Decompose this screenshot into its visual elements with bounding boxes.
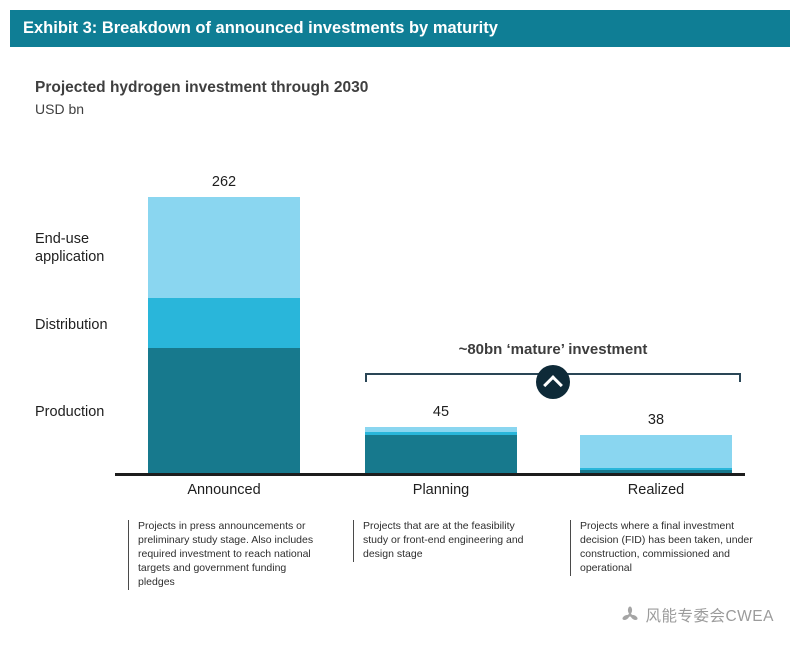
bar-realized (580, 197, 732, 475)
bar-segment-end-use-application (365, 427, 517, 432)
chevron-up-glyph (543, 374, 563, 395)
fan-icon (622, 606, 639, 620)
bar-segment-distribution (148, 297, 300, 348)
bar-segment-distribution (365, 431, 517, 435)
bar-value-planning: 45 (432, 404, 450, 421)
bar-segment-distribution (580, 467, 732, 470)
watermark: 风能专委会CWEA (620, 604, 774, 626)
description-announced: Projects in press announcements or preli… (128, 520, 316, 590)
segment-label-end-use-application: End-use application (35, 231, 105, 266)
category-label-announced: Announced (187, 482, 261, 498)
bar-segment-production (580, 469, 732, 475)
x-axis-line (115, 473, 745, 476)
bar-value-realized: 38 (647, 411, 665, 428)
bar-segment-end-use-application (148, 197, 300, 298)
bar-segment-production (148, 347, 300, 475)
chevron-up-icon (536, 365, 570, 399)
bar-value-announced: 262 (211, 174, 237, 190)
exhibit-header: Exhibit 3: Breakdown of announced invest… (10, 10, 790, 47)
chart-unit-label: USD bn (35, 101, 85, 117)
chart-title: Projected hydrogen investment through 20… (35, 79, 369, 96)
watermark-text: 风能专委会CWEA (645, 608, 774, 625)
description-planning: Projects that are at the feasibility stu… (353, 520, 541, 562)
description-realized: Projects where a final investment decisi… (570, 520, 758, 576)
bar-planning (365, 197, 517, 475)
exhibit-title: Exhibit 3: Breakdown of announced invest… (23, 19, 498, 37)
bar-segment-end-use-application (580, 434, 732, 468)
mature-investment-annotation: ~80bn ‘mature’ investment (458, 341, 648, 358)
bar-announced (148, 197, 300, 475)
bar-segment-production (365, 434, 517, 475)
category-label-planning: Planning (412, 482, 470, 498)
segment-label-production: Production (35, 404, 105, 420)
segment-label-distribution: Distribution (35, 317, 108, 333)
category-label-realized: Realized (627, 482, 685, 498)
